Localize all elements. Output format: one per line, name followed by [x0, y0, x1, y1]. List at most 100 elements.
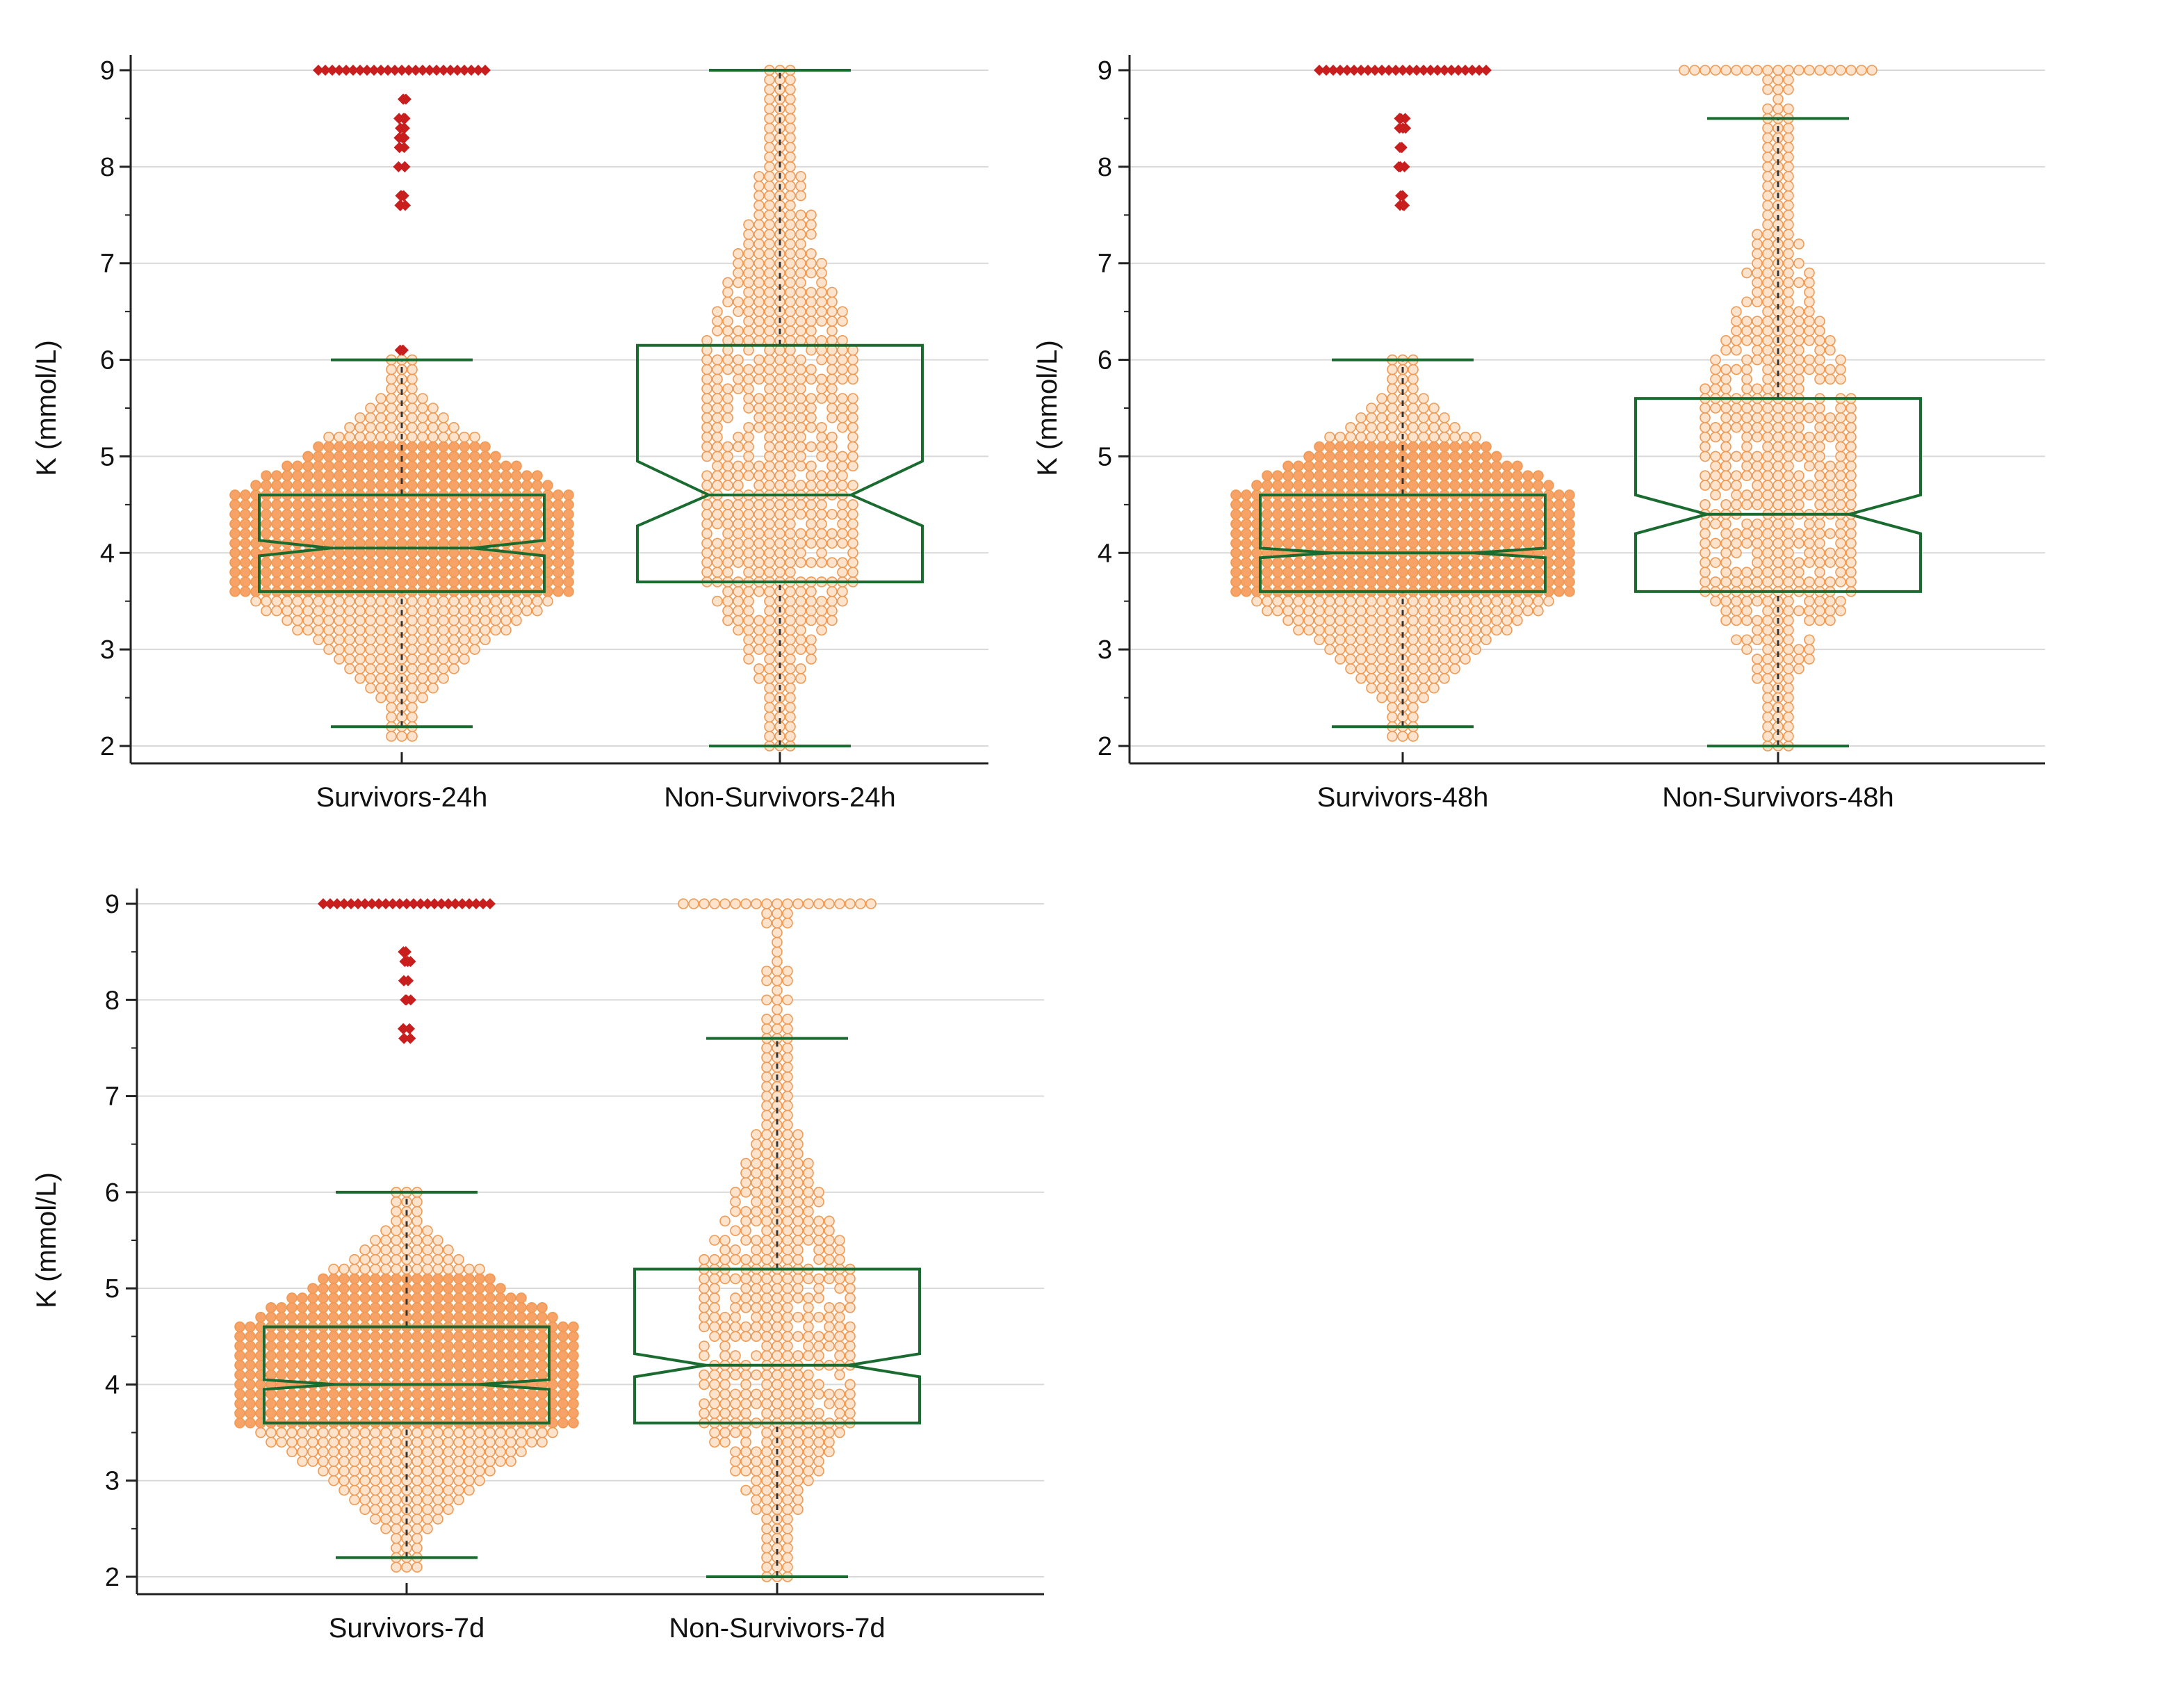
outlier-point [1453, 65, 1464, 76]
data-point [813, 1388, 824, 1400]
data-point [1303, 499, 1314, 510]
data-point [557, 1321, 569, 1333]
data-point [1741, 605, 1752, 617]
data-point [764, 586, 775, 597]
data-point [380, 1523, 391, 1534]
data-point [1282, 615, 1294, 626]
data-point [557, 1388, 569, 1400]
data-point [1397, 518, 1408, 530]
data-point [740, 1215, 751, 1227]
data-point [824, 1253, 835, 1265]
data-point [1814, 547, 1825, 559]
data-point [323, 470, 334, 482]
data-point [266, 1302, 277, 1313]
data-point [761, 1561, 772, 1573]
data-point [722, 605, 733, 617]
data-point [733, 586, 744, 597]
data-point [837, 586, 848, 597]
data-point [370, 1244, 381, 1256]
data-point [782, 1379, 793, 1390]
data-point [334, 624, 345, 636]
data-point [328, 1331, 339, 1342]
notched-box [258, 493, 546, 593]
data-point [359, 1408, 370, 1419]
outlier-point [1335, 65, 1346, 76]
data-point [743, 403, 754, 414]
data-point [417, 615, 428, 626]
data-point [1825, 595, 1836, 607]
data-point [1428, 460, 1440, 472]
data-point [826, 508, 838, 520]
data-point [568, 1369, 579, 1381]
data-point [785, 334, 796, 346]
data-point [764, 113, 775, 124]
data-point [344, 663, 355, 674]
data-point [1522, 605, 1533, 617]
data-point [474, 1446, 485, 1458]
data-point [490, 576, 501, 587]
data-point [328, 1283, 339, 1294]
data-point [1752, 634, 1763, 646]
data-point [826, 334, 838, 346]
data-point [328, 1475, 339, 1486]
data-point [1418, 528, 1429, 539]
data-point [474, 1398, 485, 1409]
data-point [407, 470, 418, 482]
data-point [1762, 595, 1773, 607]
data-point [753, 567, 765, 578]
data-point [1262, 595, 1273, 607]
data-point [282, 605, 293, 617]
data-point [411, 1398, 423, 1409]
data-point [500, 576, 512, 587]
data-point [334, 431, 345, 443]
data-point [297, 1369, 308, 1381]
data-point [1804, 557, 1815, 568]
data-point [743, 470, 754, 482]
data-point [1825, 373, 1836, 385]
data-point [1262, 508, 1273, 520]
data-point [1783, 595, 1794, 607]
data-point [255, 1311, 266, 1323]
data-point [792, 1436, 804, 1448]
data-point [516, 1427, 527, 1438]
data-point [407, 672, 418, 684]
data-point [785, 286, 796, 298]
data-point [1752, 460, 1763, 472]
data-point [1355, 672, 1367, 684]
data-point [464, 1292, 475, 1304]
data-point [1272, 470, 1283, 482]
data-point [774, 528, 785, 539]
data-point [469, 499, 480, 510]
data-point [417, 528, 428, 539]
data-point [795, 586, 806, 597]
data-point [396, 576, 407, 587]
data-point [792, 1475, 804, 1486]
data-point [1752, 65, 1763, 76]
data-point [443, 1436, 454, 1448]
data-point [240, 508, 251, 520]
data-point [1783, 634, 1794, 646]
data-point [261, 605, 272, 617]
data-point [1387, 373, 1398, 385]
data-point [537, 1388, 548, 1400]
y-tick-label: 3 [100, 635, 115, 665]
data-point [1491, 460, 1502, 472]
data-point [785, 663, 796, 674]
data-point [1439, 663, 1450, 674]
notched-box [1259, 493, 1547, 593]
data-point [764, 624, 775, 636]
y-tick-label: 6 [100, 346, 115, 375]
data-point [318, 1456, 329, 1467]
data-point [730, 1253, 741, 1265]
data-point [380, 1225, 391, 1236]
data-point [1366, 634, 1377, 646]
data-point [782, 975, 793, 987]
data-point [847, 537, 858, 549]
data-point [443, 1273, 454, 1285]
data-point [557, 1340, 569, 1352]
data-point [443, 1263, 454, 1275]
data-point [782, 1100, 793, 1112]
data-point [782, 1446, 793, 1458]
data-point [261, 576, 272, 587]
data-point [234, 1408, 245, 1419]
